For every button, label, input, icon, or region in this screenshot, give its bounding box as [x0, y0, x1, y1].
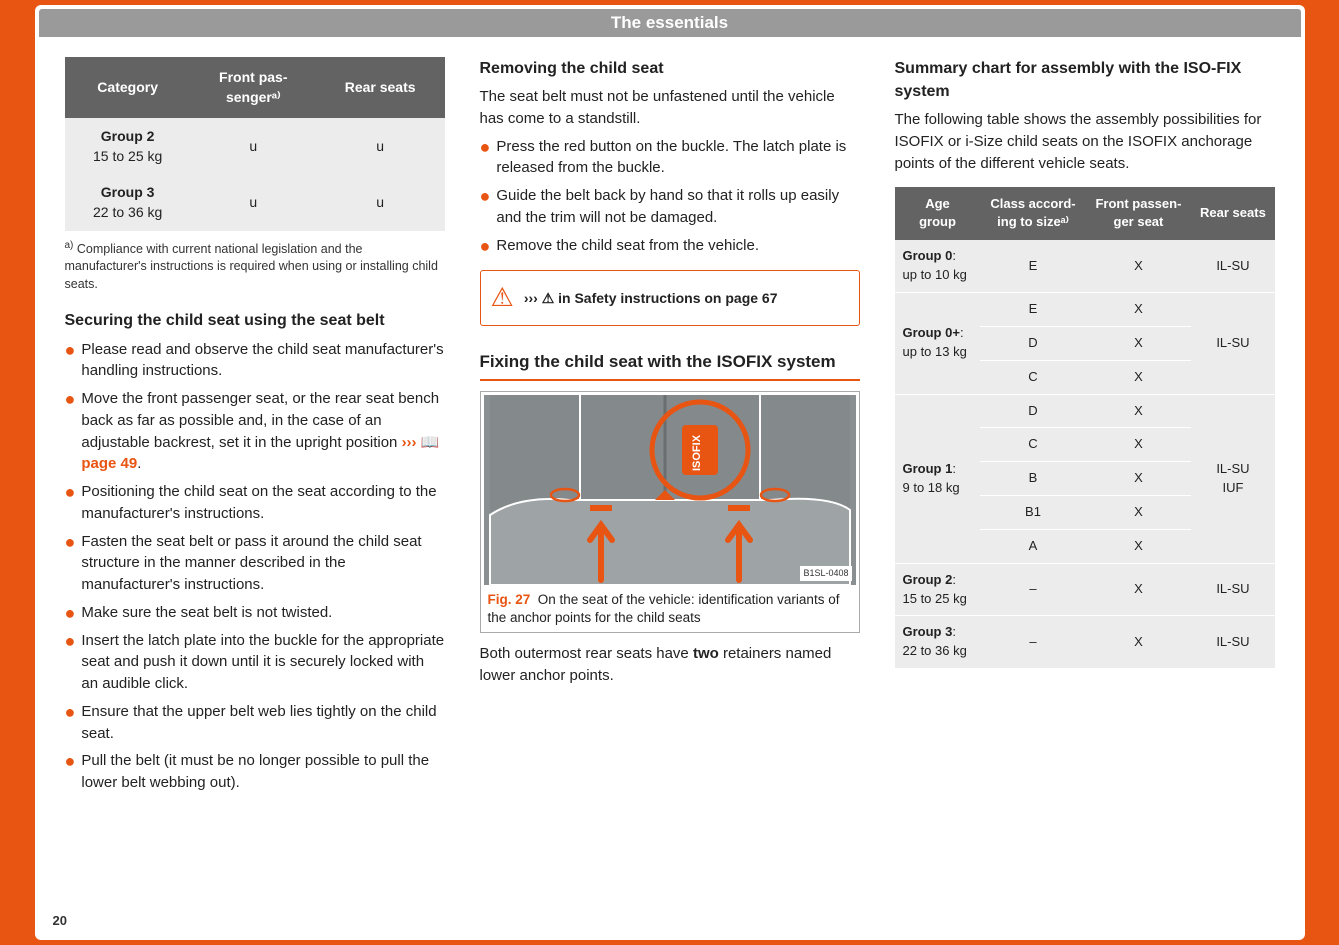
heading-removing: Removing the child seat: [480, 57, 860, 80]
bullet-item: ●Insert the latch plate into the buckle …: [65, 630, 445, 695]
bullet-icon: ●: [65, 604, 76, 624]
bullet-icon: ●: [65, 703, 76, 745]
bullet-item: ●Please read and observe the child seat …: [65, 339, 445, 383]
para-summary: The following table shows the assembly p…: [895, 109, 1275, 174]
safety-link[interactable]: ››› ⚠ in Safety instructions on page 67: [524, 288, 778, 308]
bullet-icon: ●: [65, 483, 76, 525]
bullet-item: ●Guide the belt back by hand so that it …: [480, 185, 860, 229]
table-row: Group 322 to 36 kg u u: [65, 174, 445, 231]
bullet-icon: ●: [65, 390, 76, 475]
table-row: Group 0:up to 10 kg E X IL-SU: [895, 240, 1275, 292]
warning-icon: ⚠: [491, 279, 514, 317]
bullet-icon: ●: [65, 752, 76, 794]
isofix-summary-table: Age group Class accord- ing to sizeᵃ⁾ Fr…: [895, 187, 1275, 670]
th-rear-seats: Rear seats: [316, 57, 445, 118]
document-page: The essentials Category Front pas- senge…: [35, 5, 1305, 940]
figure-27: ISOFIX B1SL-0408 Fig. 27 On the seat of …: [480, 391, 860, 633]
category-table: Category Front pas- sengerᵃ⁾ Rear seats …: [65, 57, 445, 231]
bullet-item: ●Ensure that the upper belt web lies tig…: [65, 701, 445, 745]
safety-note-box: ⚠ ››› ⚠ in Safety instructions on page 6…: [480, 270, 860, 326]
bullet-item: ●Pull the belt (it must be no longer pos…: [65, 750, 445, 794]
column-1: Category Front pas- sengerᵃ⁾ Rear seats …: [65, 57, 445, 800]
table1-footnote: a) Compliance with current national legi…: [65, 239, 445, 294]
table-row: Group 1:9 to 18 kg D X IL-SU IUF: [895, 394, 1275, 428]
bullet-icon: ●: [65, 632, 76, 695]
table-row: Group 2:15 to 25 kg – X IL-SU: [895, 563, 1275, 616]
th-front-seat: Front passen- ger seat: [1086, 187, 1192, 241]
th-front-passenger: Front pas- sengerᵃ⁾: [191, 57, 316, 118]
heading-summary: Summary chart for assembly with the ISO-…: [895, 57, 1275, 103]
th-rear-seats2: Rear seats: [1191, 187, 1274, 241]
isofix-label: ISOFIX: [691, 434, 703, 471]
bullet-item: ●Remove the child seat from the vehicle.: [480, 235, 860, 257]
table-row: Group 3:22 to 36 kg – X IL-SU: [895, 616, 1275, 669]
bullet-item: ●Fasten the seat belt or pass it around …: [65, 531, 445, 596]
para-retainers: Both outermost rear seats have two retai…: [480, 643, 860, 687]
figure-caption: Fig. 27 On the seat of the vehicle: iden…: [484, 585, 856, 629]
bullet-item: ●Make sure the seat belt is not twisted.: [65, 602, 445, 624]
table-row: Group 0+:up to 13 kg E X IL-SU: [895, 293, 1275, 327]
isofix-seat-illustration: ISOFIX: [484, 395, 856, 585]
bullet-icon: ●: [65, 341, 76, 383]
para-standstill: The seat belt must not be unfastened unt…: [480, 86, 860, 130]
column-3: Summary chart for assembly with the ISO-…: [895, 57, 1275, 800]
bullet-item: ●Positioning the child seat on the seat …: [65, 481, 445, 525]
th-age-group: Age group: [895, 187, 981, 241]
bullet-item: ●Move the front passenger seat, or the r…: [65, 388, 445, 475]
heading-securing: Securing the child seat using the seat b…: [65, 309, 445, 332]
heading-isofix: Fixing the child seat with the ISOFIX sy…: [480, 350, 860, 381]
table-row: Group 215 to 25 kg u u: [65, 118, 445, 175]
page-number: 20: [53, 913, 67, 928]
th-category: Category: [65, 57, 191, 118]
columns: Category Front pas- sengerᵃ⁾ Rear seats …: [35, 57, 1305, 800]
column-2: Removing the child seat The seat belt mu…: [480, 57, 860, 800]
bullet-icon: ●: [480, 237, 491, 257]
figure-code: B1SL-0408: [800, 566, 851, 581]
bullet-icon: ●: [480, 138, 491, 180]
bullet-item: ●Press the red button on the buckle. The…: [480, 136, 860, 180]
bullet-icon: ●: [480, 187, 491, 229]
figure-image: ISOFIX B1SL-0408: [484, 395, 856, 585]
bullet-icon: ●: [65, 533, 76, 596]
th-class-size: Class accord- ing to sizeᵃ⁾: [980, 187, 1085, 241]
page-header: The essentials: [39, 9, 1301, 37]
